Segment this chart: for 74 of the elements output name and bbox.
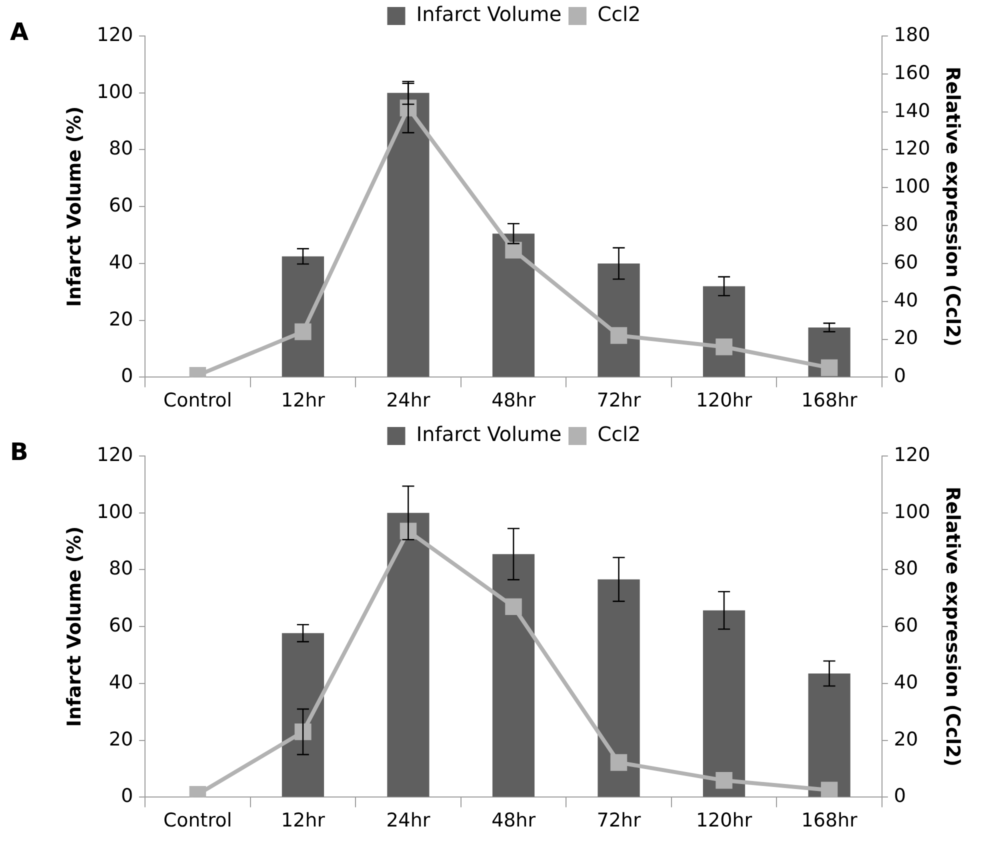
y-tick-label: 0	[120, 365, 134, 388]
y2-tick-label: 40	[894, 289, 918, 312]
point	[820, 782, 838, 798]
x-tick-label: 72hr	[596, 810, 641, 832]
y-tick-label: 120	[96, 444, 134, 466]
legend-label: Infarct Volume	[416, 2, 562, 26]
y-tick-label: 0	[120, 785, 134, 808]
x-tick-label: 48hr	[491, 390, 536, 412]
x-tick-label: 168hr	[801, 810, 858, 832]
y2-axis-title: Relative expression (Ccl2)	[942, 486, 964, 767]
x-tick-label: 120hr	[696, 390, 752, 412]
y2-tick-label: 0	[894, 785, 906, 808]
y-axis-title: Infarct Volume (%)	[63, 526, 86, 727]
legend-label: Ccl2	[597, 2, 641, 26]
legend-label: Ccl2	[597, 422, 641, 446]
point	[505, 242, 522, 259]
y-tick-label: 80	[108, 558, 134, 580]
point	[294, 723, 312, 740]
y-tick-label: 40	[108, 251, 134, 274]
y2-tick-label: 0	[894, 365, 906, 388]
y2-tick-label: 120	[894, 138, 930, 160]
x-tick-label: Control	[163, 810, 232, 832]
x-tick-label: 120hr	[696, 810, 752, 832]
bar	[282, 633, 324, 797]
y2-tick-label: 60	[894, 251, 918, 274]
y2-tick-label: 100	[894, 176, 930, 198]
y-tick-label: 60	[108, 614, 134, 637]
y2-tick-label: 80	[894, 558, 918, 580]
y-tick-label: 120	[96, 24, 134, 46]
y-axis-title: Infarct Volume (%)	[63, 106, 86, 307]
y2-tick-label: 140	[894, 100, 930, 122]
point	[820, 359, 838, 376]
bar	[492, 234, 535, 377]
y2-tick-label: 160	[894, 62, 930, 84]
x-tick-label: 168hr	[801, 390, 858, 412]
x-tick-label: 12hr	[280, 390, 326, 412]
y2-tick-label: 60	[894, 614, 918, 637]
y2-axis-title: Relative expression (Ccl2)	[942, 66, 964, 347]
point	[294, 323, 312, 340]
bar	[387, 92, 430, 377]
y2-tick-label: 180	[894, 24, 930, 46]
x-tick-label: 24hr	[386, 810, 430, 832]
bar	[387, 512, 430, 797]
legend-label: Infarct Volume	[416, 422, 562, 446]
y-tick-label: 100	[96, 500, 134, 523]
point	[505, 598, 522, 616]
y2-tick-label: 100	[894, 500, 930, 523]
x-tick-label: 48hr	[491, 810, 536, 832]
bar	[598, 579, 640, 797]
y2-tick-label: 80	[894, 213, 918, 236]
bar	[808, 674, 850, 797]
bar	[492, 554, 535, 797]
x-tick-label: 72hr	[596, 390, 641, 412]
y-tick-label: 20	[108, 728, 134, 750]
point	[610, 327, 628, 344]
point	[716, 772, 732, 789]
y2-tick-label: 40	[894, 671, 918, 694]
x-tick-label: 12hr	[280, 810, 326, 832]
y2-tick-label: 20	[894, 728, 918, 750]
y-tick-label: 20	[108, 308, 134, 330]
x-tick-label: 24hr	[386, 390, 430, 412]
y-tick-label: 80	[108, 138, 134, 160]
chart-title: B	[10, 438, 28, 466]
x-tick-label: Control	[163, 390, 232, 412]
bar	[702, 610, 746, 797]
bar	[702, 286, 746, 377]
y2-tick-label: 20	[894, 327, 918, 350]
point	[610, 754, 628, 771]
y2-tick-label: 120	[894, 444, 930, 466]
y-tick-label: 40	[108, 671, 134, 694]
point	[716, 338, 732, 356]
chart-title: A	[10, 18, 29, 46]
y-tick-label: 60	[108, 194, 134, 217]
y-tick-label: 100	[96, 80, 134, 103]
